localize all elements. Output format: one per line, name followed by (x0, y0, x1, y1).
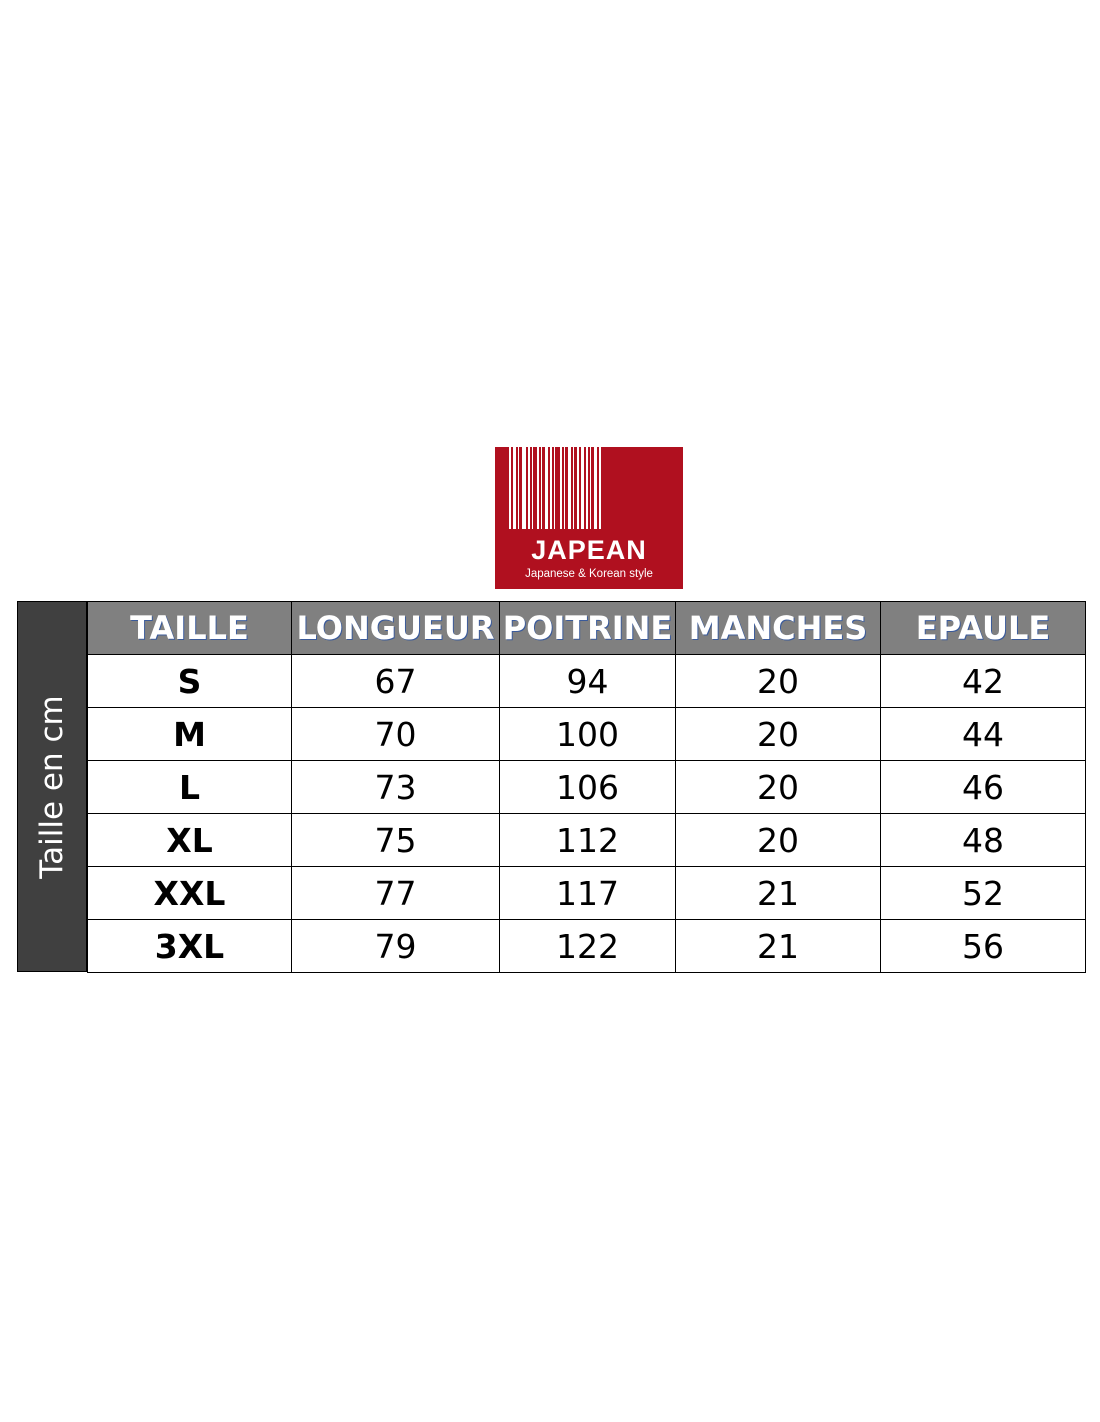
barcode-graphic (509, 447, 601, 529)
barcode-bar (590, 447, 591, 529)
value-cell: 20 (675, 813, 881, 867)
value-cell: 48 (880, 813, 1086, 867)
value-cell: 42 (880, 654, 1086, 708)
size-cell: S (87, 654, 292, 708)
barcode-bar (522, 447, 526, 529)
barcode-bar (537, 447, 539, 529)
barcode-bar (528, 447, 530, 529)
table-row: L 73 106 20 46 (87, 760, 1086, 814)
barcode-bar (509, 447, 511, 529)
barcode-bar (554, 447, 555, 529)
value-cell: 20 (675, 707, 881, 761)
value-cell: 94 (499, 654, 676, 708)
barcode-bar (518, 447, 519, 529)
column-header: EPAULE (880, 601, 1086, 655)
value-cell: 79 (291, 919, 500, 973)
table-row: M 70 100 20 44 (87, 707, 1086, 761)
size-cell: XL (87, 813, 292, 867)
table-row: 3XL 79 122 21 56 (87, 919, 1086, 973)
barcode-bar (577, 447, 579, 529)
logo-tagline: Japanese & Korean style (525, 568, 653, 580)
side-label-panel: Taille en cm (17, 601, 87, 972)
barcode-bar (541, 447, 542, 529)
value-cell: 56 (880, 919, 1086, 973)
size-cell: XXL (87, 866, 292, 920)
barcode-bar (532, 447, 533, 529)
japean-logo: JAPEAN Japanese & Korean style (495, 447, 683, 589)
barcode-bar (560, 447, 562, 529)
logo-brand: JAPEAN (531, 535, 647, 565)
value-cell: 44 (880, 707, 1086, 761)
value-cell: 106 (499, 760, 676, 814)
barcode-bar (568, 447, 571, 529)
value-cell: 20 (675, 654, 881, 708)
size-cell: 3XL (87, 919, 292, 973)
barcode-bar (564, 447, 565, 529)
size-cell: L (87, 760, 292, 814)
barcode-bar (573, 447, 574, 529)
value-cell: 73 (291, 760, 500, 814)
value-cell: 52 (880, 866, 1086, 920)
column-header: TAILLE (87, 601, 292, 655)
value-cell: 112 (499, 813, 676, 867)
value-cell: 117 (499, 866, 676, 920)
value-cell: 21 (675, 919, 881, 973)
column-header: MANCHES (675, 601, 881, 655)
value-cell: 70 (291, 707, 500, 761)
value-cell: 75 (291, 813, 500, 867)
column-header: LONGUEUR (291, 601, 500, 655)
column-header: POITRINE (499, 601, 676, 655)
side-label: Taille en cm (34, 694, 70, 879)
value-cell: 77 (291, 866, 500, 920)
barcode-bar (513, 447, 516, 529)
value-cell: 67 (291, 654, 500, 708)
value-cell: 122 (499, 919, 676, 973)
table-row: S 67 94 20 42 (87, 654, 1086, 708)
barcode-bar (599, 447, 601, 529)
barcode-bar (594, 447, 597, 529)
barcode-bar (586, 447, 588, 529)
barcode-bar (581, 447, 584, 529)
table-row: XXL 77 117 21 52 (87, 866, 1086, 920)
barcode-bar (545, 447, 548, 529)
table-row: XL 75 112 20 48 (87, 813, 1086, 867)
value-cell: 20 (675, 760, 881, 814)
size-cell: M (87, 707, 292, 761)
header-row: TAILLE LONGUEUR POITRINE MANCHES EPAULE (87, 601, 1086, 655)
value-cell: 21 (675, 866, 881, 920)
value-cell: 46 (880, 760, 1086, 814)
value-cell: 100 (499, 707, 676, 761)
size-chart-table: TAILLE LONGUEUR POITRINE MANCHES EPAULE S 67 9… (87, 601, 1086, 973)
barcode-bar (550, 447, 552, 529)
